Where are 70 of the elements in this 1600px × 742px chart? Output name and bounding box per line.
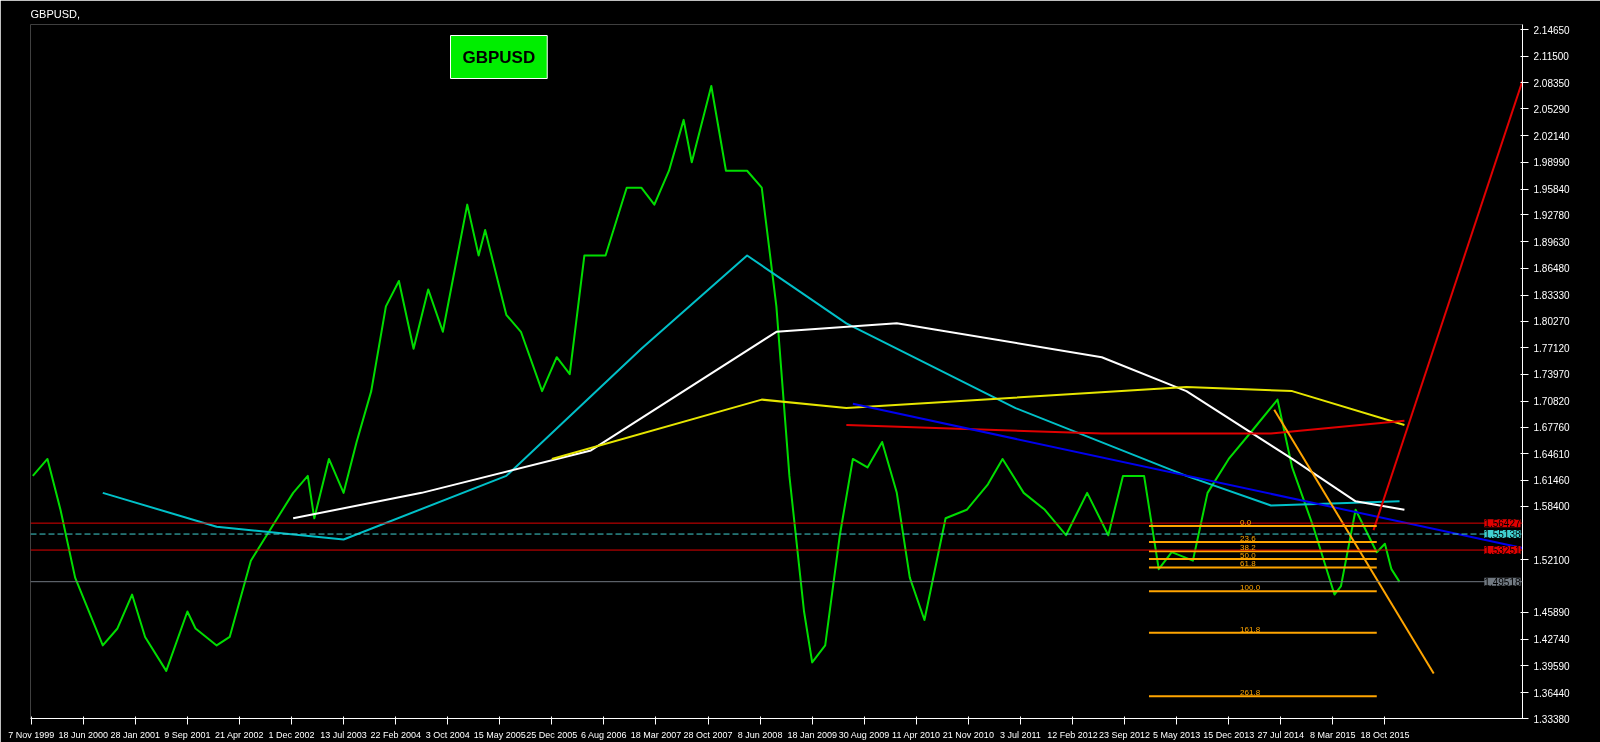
x-tick-label: 18 Jan 2009 <box>787 729 837 740</box>
x-tick-label: 1 Dec 2002 <box>268 729 315 740</box>
ref-line-label: 1.53251 <box>1484 545 1521 557</box>
y-tick-label: 1.42740 <box>1533 634 1571 646</box>
y-tick-label: 1.33380 <box>1533 713 1571 725</box>
y-tick-label: 1.45890 <box>1533 607 1571 619</box>
y-tick-label: 1.89630 <box>1533 236 1571 248</box>
y-tick-label: 1.61460 <box>1533 475 1571 487</box>
y-tick-label: 1.77120 <box>1533 342 1571 354</box>
y-tick-label: 1.58400 <box>1533 501 1571 513</box>
x-tick-label: 5 May 2013 <box>1153 729 1201 740</box>
x-tick-label: 30 Aug 2009 <box>838 729 890 740</box>
x-tick-label: 8 Mar 2015 <box>1310 729 1356 740</box>
x-tick-label: 27 Jul 2014 <box>1257 729 1305 740</box>
x-tick-label: 18 Mar 2007 <box>630 729 682 740</box>
annotation: 100.0 <box>1240 583 1261 593</box>
line-series <box>101 254 1401 541</box>
x-tick-label: 8 Jun 2008 <box>737 729 783 740</box>
annotation: 38.2 <box>1240 543 1257 553</box>
y-tick-label: 1.95840 <box>1533 184 1571 196</box>
line-series <box>550 385 1406 460</box>
y-tick-label: 2.11500 <box>1533 51 1570 63</box>
annotation: 161.8 <box>1240 624 1261 634</box>
x-tick-label: 18 Oct 2015 <box>1360 729 1410 740</box>
y-tick-label: 1.86480 <box>1533 263 1571 275</box>
x-tick-label: 3 Jul 2011 <box>1000 729 1041 740</box>
x-tick-label: 28 Jan 2001 <box>110 729 161 740</box>
y-tick-label: 1.98990 <box>1533 157 1571 169</box>
y-tick-label: 1.73970 <box>1533 369 1571 381</box>
x-tick-label: 11 Apr 2010 <box>892 729 940 740</box>
x-tick-label: 9 Sep 2001 <box>164 729 211 740</box>
x-tick-label: 25 Dec 2005 <box>526 729 578 740</box>
x-tick-label: 23 Sep 2012 <box>1099 729 1151 740</box>
y-tick-label: 2.02140 <box>1533 130 1571 142</box>
line-series <box>31 84 1401 672</box>
y-tick-label: 1.83330 <box>1533 290 1571 302</box>
y-tick-label: 1.70820 <box>1533 396 1571 408</box>
line-series <box>292 322 1406 520</box>
annotation: 61.8 <box>1240 559 1257 569</box>
y-tick-label: 1.80270 <box>1533 316 1571 328</box>
annotation: 261.8 <box>1240 688 1261 698</box>
x-tick-label: 3 Oct 2004 <box>425 729 470 740</box>
x-tick-label: 28 Oct 2007 <box>683 729 733 740</box>
x-tick-label: 7 Nov 1999 <box>8 729 55 740</box>
x-tick-label: 18 Jun 2000 <box>58 729 109 740</box>
ref-line-label: 1.55138 <box>1484 529 1521 541</box>
x-tick-label: 21 Nov 2010 <box>942 729 994 740</box>
x-tick-label: 15 Dec 2013 <box>1203 729 1255 740</box>
x-tick-label: 13 Jul 2003 <box>320 729 367 740</box>
annotation: 23.6 <box>1240 534 1257 544</box>
y-tick-label: 1.36440 <box>1533 687 1571 699</box>
x-tick-label: 12 Feb 2012 <box>1047 729 1098 740</box>
x-tick-label: 22 Feb 2004 <box>370 729 421 740</box>
y-tick-label: 1.39590 <box>1533 660 1571 672</box>
x-tick-label: 15 May 2005 <box>473 729 526 740</box>
ref-line-label: 1.56427 <box>1484 518 1521 530</box>
y-tick-label: 2.14650 <box>1533 24 1571 36</box>
ref-line-label: 1.49518 <box>1484 576 1521 588</box>
x-tick-label: 6 Aug 2006 <box>580 729 627 740</box>
chart-title: GBPUSD, <box>30 7 81 20</box>
annotation: GBPUSD <box>462 47 536 67</box>
y-tick-label: 2.08350 <box>1533 77 1571 89</box>
x-tick-label: 21 Apr 2002 <box>214 729 264 740</box>
y-tick-label: 1.52100 <box>1533 554 1571 566</box>
y-tick-label: 1.92780 <box>1533 209 1571 221</box>
y-tick-label: 1.67760 <box>1533 422 1571 434</box>
y-tick-label: 2.05290 <box>1533 103 1571 115</box>
annotation: 0.0 <box>1240 517 1252 527</box>
annotation: 50.0 <box>1240 550 1257 560</box>
y-tick-label: 1.64610 <box>1533 448 1571 460</box>
